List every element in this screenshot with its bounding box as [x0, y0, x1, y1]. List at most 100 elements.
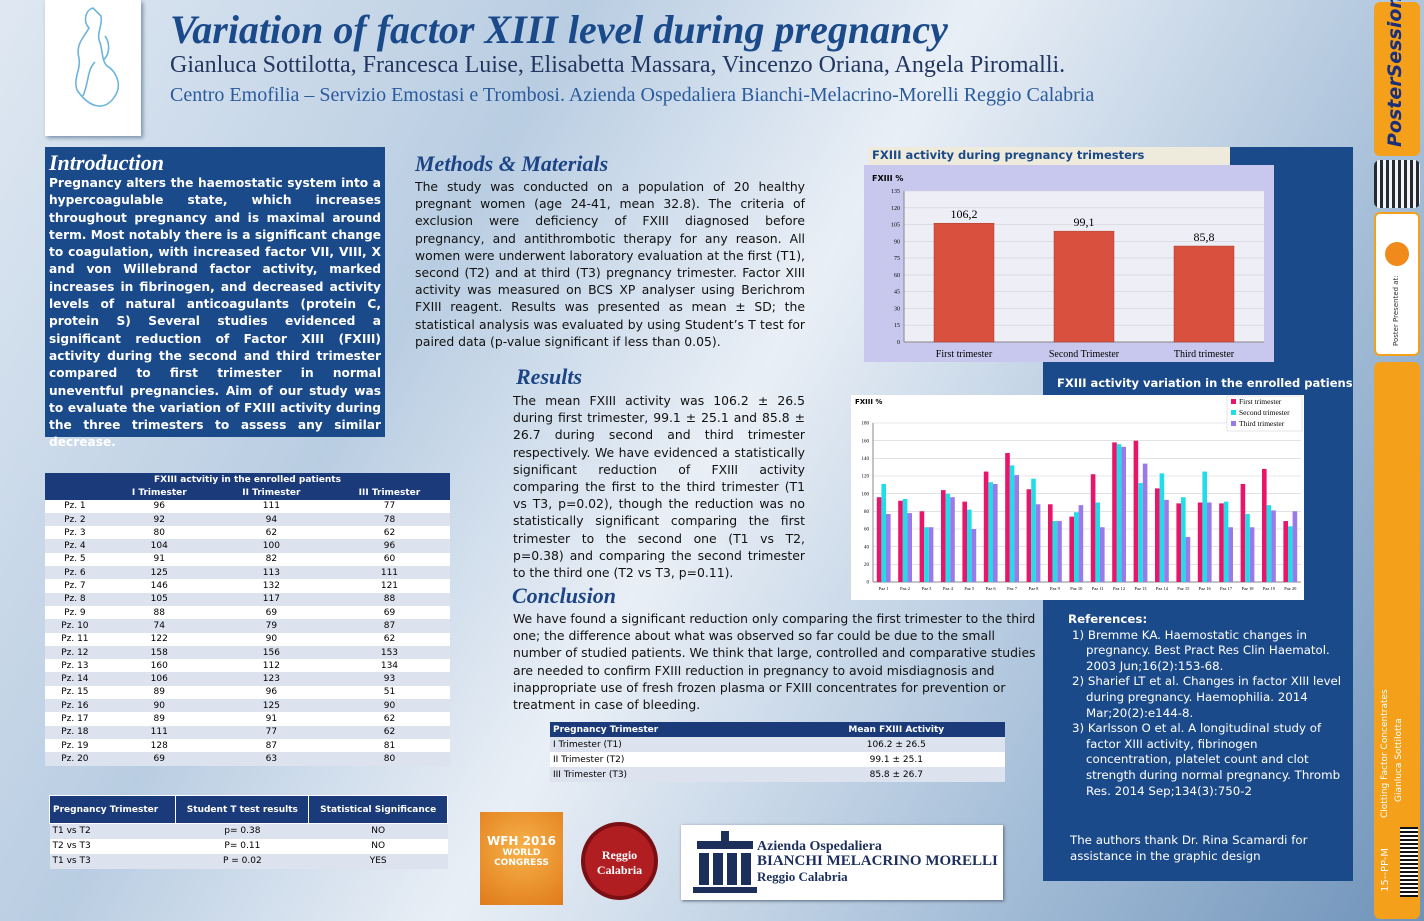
legend-label: First trimester	[1239, 397, 1282, 406]
row: Pz. 5 91 82 60	[45, 552, 450, 567]
cell: 96	[328, 539, 450, 553]
cell: 96	[213, 685, 329, 700]
bar	[1116, 444, 1122, 582]
bar	[1031, 478, 1036, 582]
cell: 158	[104, 645, 214, 660]
cell: 85.8 ± 26.7	[787, 767, 1005, 782]
pregnancy-image	[45, 0, 141, 136]
bar	[1283, 521, 1288, 582]
bar	[1240, 483, 1246, 582]
cell: 74	[104, 619, 214, 633]
cell: Pz. 6	[45, 566, 105, 580]
row: T1 vs T3 P = 0.02 YES	[49, 853, 448, 869]
bar	[933, 222, 995, 343]
hospital-name: Azienda Ospedaliera BIANCHI MELACRINO MO…	[757, 839, 998, 884]
logo-text: WFH 2016	[486, 834, 557, 848]
cell: Pz. 13	[45, 659, 105, 673]
row: Pz. 19 128 87 81	[45, 738, 450, 753]
title-row: FXIII actvitiy in the enrolled patients	[45, 473, 450, 487]
y-tick-label: 135	[891, 189, 900, 195]
bar	[1095, 502, 1100, 582]
cell: Pz. 8	[45, 592, 105, 606]
cell: 121	[328, 579, 450, 593]
bar	[881, 483, 886, 582]
bar	[1052, 521, 1058, 582]
cell: 90	[328, 699, 450, 713]
table-title: FXIII actvitiy in the enrolled patients	[45, 473, 450, 487]
cell: Pz. 17	[45, 712, 105, 726]
cell: 113	[213, 566, 329, 580]
cell: 62	[213, 526, 329, 540]
cell: 89	[104, 685, 214, 700]
cell: Pz. 19	[45, 738, 105, 753]
y-tick-label: 105	[891, 223, 900, 229]
heading: Conclusion	[512, 583, 616, 608]
title: Variation of factor XIII level during pr…	[170, 7, 948, 52]
bar	[1219, 503, 1224, 582]
x-tick-label: Paz 20	[1284, 586, 1297, 591]
conclusion-text: We have found a significant reduction on…	[513, 611, 1036, 713]
x-tick-label: Paz 12	[1113, 586, 1125, 591]
x-tick-label: Paz 19	[1263, 586, 1276, 591]
cell: T1 vs T2	[49, 823, 176, 839]
cell: P = 0.02	[175, 853, 309, 869]
row: Pz. 11 122 90 62	[45, 632, 450, 646]
bar	[1014, 475, 1019, 582]
logo-text: Reggio Calabria	[757, 869, 848, 884]
cell: 62	[328, 632, 450, 646]
cell: YES	[308, 853, 448, 869]
bar	[1090, 474, 1096, 582]
logo-text: Reggio	[601, 848, 638, 862]
y-tick-label: 0	[867, 581, 870, 586]
logo-text: Azienda Ospedaliera	[757, 839, 882, 854]
cell: 128	[104, 738, 214, 753]
heading: References:	[1068, 612, 1148, 626]
x-tick-label: Paz 3	[922, 586, 933, 591]
wfh-logo: WFH 2016 WORLD CONGRESS	[480, 812, 563, 905]
barcode	[1400, 827, 1418, 897]
row: Pz. 2 92 94 78	[45, 512, 450, 527]
brand-box: PosterSessionOnline	[1374, 0, 1420, 156]
cell: 160	[104, 659, 214, 673]
bar	[1057, 521, 1062, 582]
bar	[1138, 483, 1143, 582]
row: T1 vs T2 p= 0.38 NO	[49, 823, 448, 839]
cell: p= 0.38	[175, 823, 309, 839]
bar	[1185, 536, 1191, 582]
author: Gianluca Sottilotta	[1394, 718, 1404, 802]
bar	[1112, 442, 1117, 582]
cell: Pz. 9	[45, 605, 105, 620]
cell: 90	[213, 632, 329, 646]
cell: 87	[328, 619, 450, 633]
x-tick-label: Paz 1	[879, 586, 889, 591]
y-tick-label: 160	[862, 439, 870, 444]
patients-table: FXIII actvitiy in the enrolled patients I…	[45, 473, 450, 766]
cell: 79	[213, 619, 329, 633]
hospital-logo: Azienda Ospedaliera BIANCHI MELACRINO MO…	[681, 825, 1003, 900]
bar	[1026, 489, 1032, 582]
cell: 134	[328, 659, 450, 673]
row: Pz. 9 88 69 69	[45, 605, 450, 620]
x-tick-label: Paz 15	[1177, 586, 1190, 591]
header-cell: Pregnancy Trimester	[550, 722, 788, 737]
chart-title: FXIII activity during pregnancy trimeste…	[868, 147, 1230, 165]
heading: Methods & Materials	[415, 151, 609, 176]
header-cell: II Trimester	[213, 486, 329, 500]
x-tick-label: Paz 10	[1070, 586, 1083, 591]
x-tick-label: Paz 5	[964, 586, 975, 591]
y-tick-label: 0	[897, 340, 900, 346]
y-tick-label: 90	[894, 239, 900, 245]
header-row: I Trimester II Trimester III Trimester	[45, 486, 450, 500]
bar	[1223, 501, 1229, 582]
cell: 77	[328, 499, 450, 513]
bar	[1159, 473, 1165, 582]
bar	[1074, 512, 1079, 582]
bar	[1069, 516, 1074, 582]
cell: Pz. 2	[45, 512, 105, 527]
x-tick-label: Paz 4	[943, 586, 954, 591]
row: Pz. 18 111 77 62	[45, 725, 450, 739]
cell: 99.1 ± 25.1	[787, 752, 1005, 767]
header-cell: Pregnancy Trimester	[48, 795, 177, 824]
bar	[983, 471, 989, 582]
y-tick-label: 120	[891, 206, 900, 212]
